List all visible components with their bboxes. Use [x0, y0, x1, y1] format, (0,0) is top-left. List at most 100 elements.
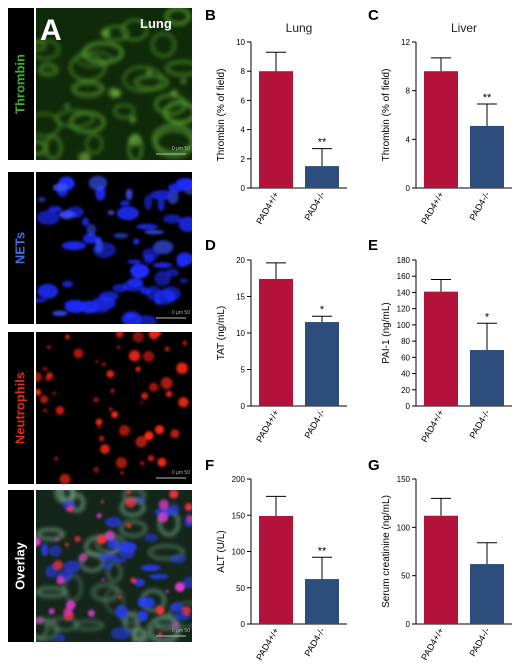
- y-tick-label: 4: [406, 135, 411, 144]
- bar-wildtype: [259, 278, 293, 406]
- y-tick-label: 20: [236, 256, 245, 265]
- y-axis-label: ALT (U/L): [216, 530, 227, 572]
- y-tick-label: 0: [241, 620, 246, 629]
- chart-panel-b: B Lung 0 2 4 6 8 10 Thrombin (% of field) PAD4+/+…: [205, 7, 347, 226]
- panel-letter: B: [205, 7, 216, 24]
- y-tick-label: 50: [401, 572, 410, 581]
- bar-knockout: [470, 350, 504, 406]
- y-tick-label: 100: [397, 523, 411, 532]
- bar-knockout: [305, 322, 339, 406]
- y-tick-label: 15: [236, 293, 245, 302]
- row-label: NETs: [12, 232, 27, 264]
- chart-panel-f: F 0 50 100 150 200 ALT (U/L) PAD4+/+ ** PAD4-/-: [205, 457, 347, 662]
- chart-panel-d: D 0 5 10 15 20 TAT (ng/mL) PAD4+/+ * PAD4-/-: [205, 237, 347, 444]
- y-tick-label: 6: [241, 96, 246, 105]
- y-tick-label: 12: [401, 38, 410, 47]
- bar-wildtype: [424, 515, 458, 624]
- category-label: PAD4-/-: [467, 626, 491, 658]
- row-label-strip: [8, 490, 34, 642]
- significance-marker: *: [485, 311, 490, 323]
- row-label-strip: [8, 172, 34, 324]
- category-label: PAD4+/+: [254, 190, 281, 226]
- scale-bar-label: 0 μm 50: [172, 628, 190, 634]
- chart-title: Liver: [451, 21, 477, 35]
- significance-marker: **: [318, 545, 327, 557]
- category-label: PAD4-/-: [302, 408, 326, 440]
- chart-panel-g: G 0 50 100 150 Serum creatinine (ng/mL) PAD4+/…: [368, 457, 512, 662]
- y-tick-label: 40: [401, 370, 410, 379]
- chart-panel-e: E 0 20 40 60 80 100 120 140 160 180 PAI-1 (ng/mL) PA…: [368, 237, 512, 444]
- y-tick-label: 60: [401, 353, 410, 362]
- category-label: PAD4-/-: [302, 190, 326, 222]
- y-tick-label: 150: [397, 475, 411, 484]
- y-tick-label: 200: [232, 475, 246, 484]
- panel-letter: F: [205, 457, 214, 474]
- micrograph-texture: [36, 490, 192, 642]
- y-tick-label: 10: [236, 38, 245, 47]
- y-tick-label: 2: [241, 155, 246, 164]
- micrograph-row-green: Thrombin 0 μm 50: [8, 8, 192, 160]
- bar-knockout: [470, 564, 504, 624]
- micrograph-row-overlay: Overlay 0 μm 50: [8, 490, 192, 642]
- y-tick-label: 100: [232, 548, 246, 557]
- y-tick-label: 120: [397, 305, 411, 314]
- panel-a-micrographs: Thrombin 0 μm 50 NETs 0 μm 50 Neutrophils 0 μ…: [0, 0, 200, 666]
- significance-marker: **: [483, 92, 492, 104]
- panel-letter: C: [368, 7, 379, 24]
- y-tick-label: 4: [241, 126, 246, 135]
- y-axis-label: TAT (ng/mL): [216, 306, 227, 360]
- y-tick-label: 140: [397, 288, 411, 297]
- panel-letter: D: [205, 237, 216, 254]
- y-tick-label: 8: [406, 87, 411, 96]
- row-label-strip: [8, 8, 34, 160]
- category-label: PAD4-/-: [302, 626, 326, 658]
- panel-a-tissue-label: Lung: [140, 16, 172, 31]
- row-label: Neutrophils: [12, 372, 27, 444]
- y-tick-label: 160: [397, 272, 411, 281]
- category-label: PAD4-/-: [467, 408, 491, 440]
- y-tick-label: 5: [241, 366, 246, 375]
- y-axis-label: Thrombin (% of field): [216, 69, 227, 162]
- row-label: Thrombin: [12, 54, 27, 114]
- micrograph-texture: [36, 8, 192, 160]
- chart-panel-c: C Liver 0 4 8 12 Thrombin (% of field) PAD4+/+ *…: [368, 7, 512, 226]
- category-label: PAD4+/+: [254, 626, 281, 662]
- y-tick-label: 0: [406, 620, 411, 629]
- row-label: Overlay: [12, 541, 27, 589]
- y-tick-label: 100: [397, 321, 411, 330]
- scale-bar-label: 0 μm 50: [172, 146, 190, 152]
- y-tick-label: 150: [232, 511, 246, 520]
- bar-charts: B Lung 0 2 4 6 8 10 Thrombin (% of field) PAD4+/+…: [205, 7, 512, 662]
- category-label: PAD4-/-: [467, 190, 491, 222]
- micrograph-row-red: Neutrophils 0 μm 50: [8, 332, 192, 484]
- y-tick-label: 80: [401, 337, 410, 346]
- micrograph-row-blue: NETs 0 μm 50: [8, 172, 192, 324]
- y-tick-label: 0: [406, 184, 411, 193]
- bar-wildtype: [424, 71, 458, 188]
- y-tick-label: 8: [241, 67, 246, 76]
- bar-knockout: [470, 125, 504, 188]
- y-tick-label: 0: [406, 402, 411, 411]
- panel-a-letter: A: [40, 14, 62, 47]
- bar-wildtype: [259, 71, 293, 188]
- bar-knockout: [305, 579, 339, 624]
- chart-title: Lung: [286, 21, 313, 35]
- category-label: PAD4+/+: [419, 190, 446, 226]
- category-label: PAD4+/+: [254, 408, 281, 444]
- y-tick-label: 20: [401, 386, 410, 395]
- y-axis-label: Serum creatinine (ng/mL): [381, 495, 392, 608]
- scale-bar-label: 0 μm 50: [172, 470, 190, 476]
- panel-letter: G: [368, 457, 380, 474]
- y-axis-label: Thrombin (% of field): [381, 69, 392, 162]
- y-tick-label: 50: [236, 584, 245, 593]
- y-tick-label: 0: [241, 184, 246, 193]
- micrograph-texture: [36, 332, 189, 484]
- y-axis-label: PAI-1 (ng/mL): [381, 302, 392, 364]
- bar-wildtype: [259, 515, 293, 624]
- row-label-strip: [8, 332, 34, 484]
- significance-marker: **: [318, 137, 327, 149]
- category-label: PAD4+/+: [419, 408, 446, 444]
- panel-letter: E: [368, 237, 378, 254]
- scale-bar-label: 0 μm 50: [172, 310, 190, 316]
